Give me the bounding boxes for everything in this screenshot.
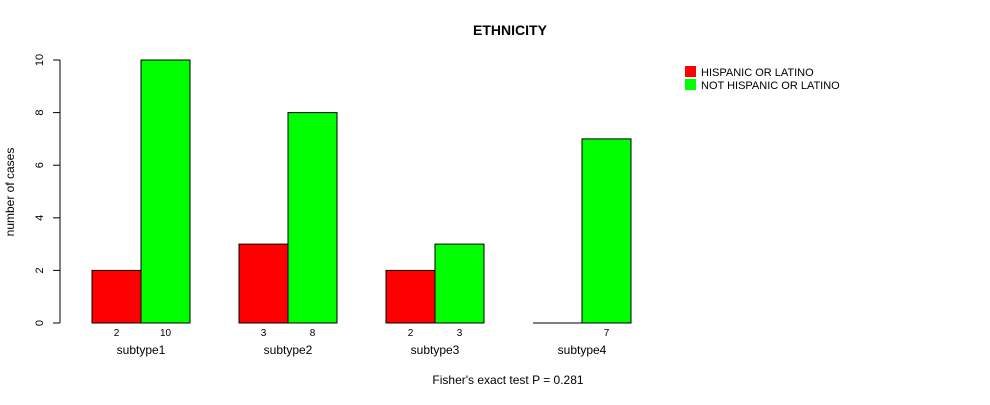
category-label-subtype1: subtype1 (117, 343, 166, 357)
bar-subtype1-series2 (140, 59, 191, 324)
y-tick-label: 4 (34, 215, 46, 221)
bar-subtype2-series1 (238, 243, 289, 324)
bar-subtype3-series1 (385, 269, 436, 324)
data-label-subtype1-series1: 2 (114, 328, 120, 339)
y-tick-label: 8 (34, 110, 46, 116)
data-label-subtype3-series2: 3 (457, 328, 463, 339)
y-tick-label: 0 (34, 320, 46, 326)
y-tick-label: 6 (34, 162, 46, 168)
y-tick-label: 2 (34, 267, 46, 273)
category-label-subtype3: subtype3 (411, 343, 460, 357)
y-axis: 0 2 4 6 8 10 (34, 54, 61, 326)
fisher-test-footnote: Fisher's exact test P = 0.281 (432, 373, 583, 387)
legend-swatch-series1 (685, 66, 696, 77)
y-axis-label: number of cases (3, 148, 17, 237)
category-label-subtype4: subtype4 (558, 343, 607, 357)
data-label-subtype2-series2: 8 (310, 328, 316, 339)
bar-subtype2-series2 (287, 112, 338, 324)
category-label-subtype2: subtype2 (264, 343, 313, 357)
bar-subtype3-series2 (434, 243, 485, 324)
bars-group: 2 10 subtype1 3 8 subtype2 2 3 subtype3 7 subtype4 (91, 59, 632, 357)
bar-subtype4-series2 (581, 138, 632, 324)
legend-label-series2: NOT HISPANIC OR LATINO (701, 80, 840, 92)
bar-subtype1-series1 (91, 269, 142, 324)
data-label-subtype3-series1: 2 (408, 328, 414, 339)
legend-label-series1: HISPANIC OR LATINO (701, 67, 814, 79)
data-label-subtype1-series2: 10 (160, 328, 172, 339)
data-label-subtype4-series2: 7 (604, 328, 610, 339)
data-label-subtype2-series1: 3 (261, 328, 267, 339)
y-tick-label: 10 (34, 54, 46, 66)
chart-title: ETHNICITY (473, 22, 548, 38)
legend-swatch-series2 (685, 79, 696, 90)
